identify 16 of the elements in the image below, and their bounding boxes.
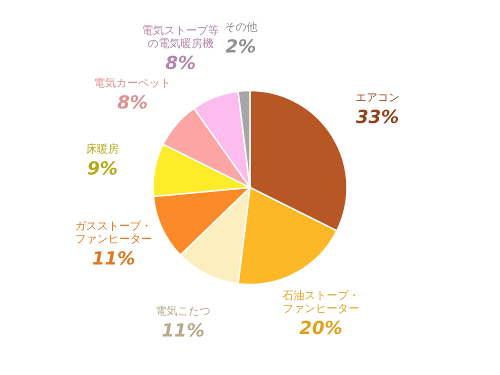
slice-label: 電気ストーブ等の電気暖房機 [142, 24, 220, 50]
slice-label: 床暖房 [86, 142, 120, 156]
slice-label: 石油ストーブ・ファンヒーター [282, 289, 360, 316]
data-label: 2% [225, 36, 256, 58]
slice-label: その他 [224, 20, 258, 34]
data-label: 33% [356, 107, 400, 128]
data-label: 20% [299, 318, 343, 340]
data-label: 9% [87, 158, 118, 180]
slice-label: エアコン [356, 91, 400, 104]
slice-label: ガスストーブ・ファンヒーター [75, 220, 152, 246]
data-label: 8% [117, 92, 148, 114]
slice-label: 電気こたつ [156, 304, 211, 318]
data-label: 11% [92, 248, 136, 270]
slice-label: 電気カーペット [94, 76, 172, 90]
data-label: 11% [162, 320, 205, 342]
data-label: 8% [165, 52, 196, 74]
